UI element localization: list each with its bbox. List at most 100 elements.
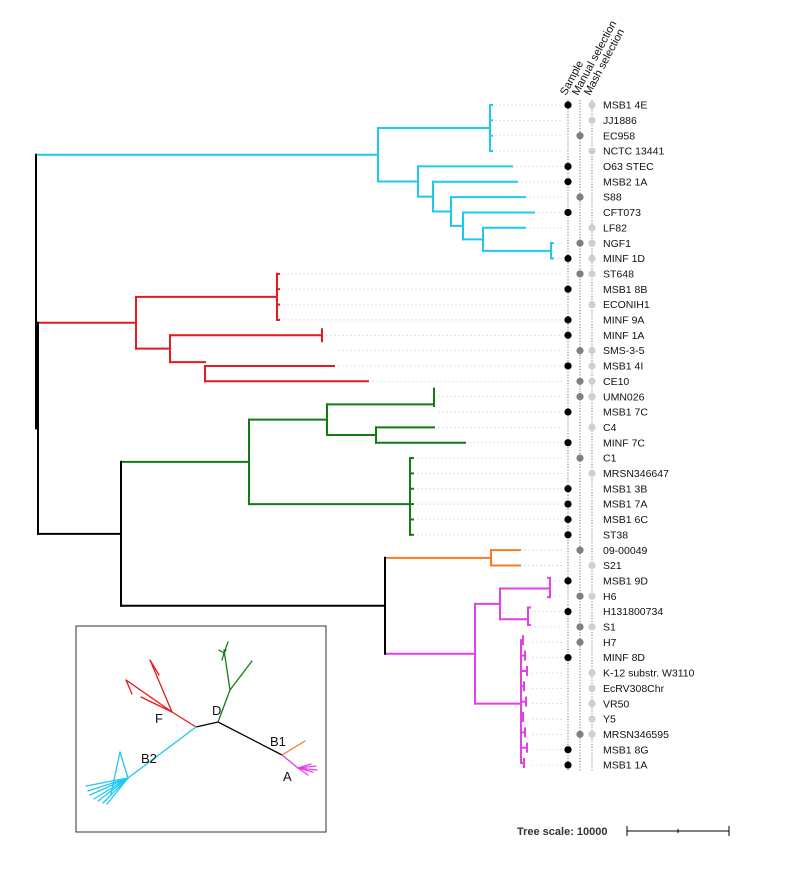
inset-b2-leaf bbox=[87, 777, 129, 792]
mash-selection-dot bbox=[588, 684, 596, 692]
tree-scale-label: Tree scale: 10000 bbox=[517, 826, 608, 838]
mash-selection-dot bbox=[588, 116, 596, 124]
tree-scale-bar: Tree scale: 10000 bbox=[517, 826, 730, 838]
sample-dot bbox=[564, 208, 572, 217]
inset-label-b1: B1 bbox=[270, 734, 286, 749]
leaf-label: MSB1 3B bbox=[603, 483, 647, 495]
leaf-labels: MSB1 4E JJ1886 EC958 NCTC 13441 O63 STEC MSB2… bbox=[603, 100, 695, 772]
inset-f-branch bbox=[149, 659, 173, 713]
inset-a-leaf bbox=[297, 767, 318, 771]
leaf-label: SMS-3-5 bbox=[603, 345, 645, 357]
leaf-label: MINF 1A bbox=[603, 330, 644, 342]
inset-label-a: A bbox=[283, 769, 292, 784]
leaf-label: NGF1 bbox=[603, 238, 631, 250]
inset-a-leaf bbox=[297, 763, 312, 769]
sample-dot bbox=[564, 531, 572, 539]
tree-branches bbox=[35, 104, 554, 769]
inset-b2-leaf bbox=[123, 777, 129, 783]
sample-dot bbox=[564, 515, 572, 524]
inset-label-f: F bbox=[155, 711, 163, 726]
leaf-label: MSB1 7C bbox=[603, 407, 648, 419]
manual-selection-dot bbox=[576, 730, 584, 738]
mash-selection-dot bbox=[588, 239, 596, 247]
leaf-label: MSB1 4E bbox=[603, 100, 647, 112]
leaf-label: NCTC 13441 bbox=[603, 146, 664, 158]
leaf-label: MINF 1D bbox=[603, 253, 645, 265]
leaf-label: MSB1 9D bbox=[603, 575, 648, 587]
sample-dot bbox=[564, 654, 572, 662]
leaf-label: EcRV308Chr bbox=[603, 683, 665, 695]
inset-b2-leaf bbox=[110, 751, 121, 795]
leaf-label: MRSN346595 bbox=[603, 729, 669, 741]
inset-d-branch bbox=[229, 660, 253, 691]
mash-selection-dot bbox=[588, 730, 596, 738]
leaf-label: MSB1 4I bbox=[603, 361, 643, 373]
inset-a-branch bbox=[281, 754, 299, 769]
mash-selection-dot bbox=[588, 377, 596, 385]
leaf-label: CFT073 bbox=[603, 207, 641, 219]
mash-selection-dot bbox=[588, 393, 596, 401]
leaf-label: MRSN346647 bbox=[603, 468, 669, 480]
leaf-label: ECONIH1 bbox=[603, 299, 650, 311]
mash-selection-dot bbox=[588, 623, 596, 631]
inset-d-leaf bbox=[218, 649, 225, 654]
mash-selection-dot bbox=[588, 669, 596, 677]
leaf-label: JJ1886 bbox=[603, 115, 637, 127]
sample-dot bbox=[564, 500, 572, 508]
leaf-label: O63 STEC bbox=[603, 161, 654, 173]
inset-f-branch bbox=[125, 679, 173, 713]
sample-dot bbox=[564, 746, 572, 754]
mash-selection-dot bbox=[588, 147, 596, 155]
mash-selection-dot bbox=[588, 469, 596, 477]
inset-d-branch bbox=[223, 649, 231, 691]
inset-b2-leaf bbox=[85, 777, 129, 787]
leaf-label: 09-00049 bbox=[603, 545, 648, 557]
leaf-label: Y5 bbox=[603, 714, 616, 726]
leaf-label: H131800734 bbox=[603, 606, 663, 618]
mash-selection-dot bbox=[588, 224, 596, 232]
sample-dot bbox=[564, 439, 572, 447]
mash-selection-dot bbox=[588, 715, 596, 723]
inset-b2-leaf bbox=[97, 777, 129, 802]
leaf-label: H6 bbox=[603, 591, 617, 603]
mash-selection-dot bbox=[588, 592, 596, 600]
leaf-label: VR50 bbox=[603, 698, 629, 710]
leaf-label: C4 bbox=[603, 422, 617, 434]
leaf-label: MSB1 1A bbox=[603, 760, 647, 772]
sample-dot bbox=[564, 331, 572, 339]
sample-dot bbox=[564, 485, 572, 493]
manual-selection-dot bbox=[576, 393, 584, 401]
inset-label-d: D bbox=[212, 703, 221, 718]
inset-root-branch bbox=[217, 721, 283, 756]
leaf-guide-lines bbox=[283, 104, 562, 766]
sample-dot bbox=[564, 408, 572, 416]
sample-dot bbox=[564, 362, 572, 370]
sample-dot bbox=[564, 761, 572, 769]
manual-selection-dot bbox=[576, 193, 584, 201]
mash-selection-dot bbox=[588, 254, 596, 263]
mash-selection-dot bbox=[588, 561, 596, 570]
manual-selection-dot bbox=[576, 270, 584, 278]
manual-selection-dot bbox=[576, 347, 584, 355]
manual-selection-dot bbox=[576, 132, 584, 140]
leaf-label: MSB1 8G bbox=[603, 744, 649, 756]
mash-selection-dot bbox=[588, 300, 596, 309]
inset-f-leaf bbox=[149, 659, 160, 676]
leaf-label: MSB1 6C bbox=[603, 514, 648, 526]
manual-selection-dot bbox=[576, 623, 584, 631]
sample-dot bbox=[564, 577, 572, 585]
leaf-label: EC958 bbox=[603, 130, 635, 142]
sample-dot bbox=[564, 254, 572, 263]
leaf-label: UMN026 bbox=[603, 391, 645, 403]
inset-label-b2: B2 bbox=[141, 751, 157, 766]
sample-dot bbox=[564, 607, 572, 616]
leaf-label: H7 bbox=[603, 637, 617, 649]
sample-dot bbox=[564, 162, 572, 170]
inset-b2-leaf bbox=[89, 777, 129, 796]
inset-b1-branch bbox=[281, 740, 306, 756]
leaf-label: ST648 bbox=[603, 268, 634, 280]
inset-f-leaf bbox=[125, 679, 133, 695]
manual-selection-dot bbox=[576, 546, 584, 554]
leaf-label: K-12 substr. W3110 bbox=[603, 668, 695, 680]
